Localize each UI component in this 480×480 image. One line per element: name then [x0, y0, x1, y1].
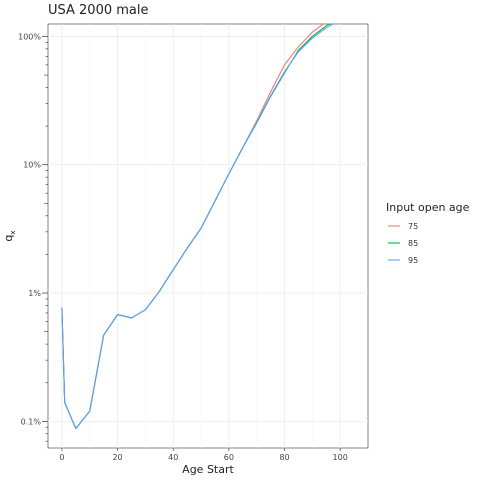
- x-tick-label: 20: [112, 453, 122, 462]
- y-tick-label: 1%: [28, 289, 41, 298]
- legend-title: Input open age: [386, 201, 470, 214]
- x-axis: 0 20 40 60 80 100: [59, 448, 348, 462]
- x-tick-label: 40: [168, 453, 178, 462]
- x-tick-label: 80: [279, 453, 289, 462]
- legend-entries: 75 85 95: [388, 222, 418, 265]
- legend-label-75: 75: [408, 222, 418, 231]
- x-tick-label: 100: [333, 453, 348, 462]
- y-tick-label: 0.1%: [21, 417, 42, 426]
- panel-border: [47, 23, 369, 449]
- legend-label-95: 95: [408, 256, 418, 265]
- legend-label-85: 85: [408, 239, 418, 248]
- y-tick-label: 100%: [18, 32, 41, 41]
- y-axis: 0.1% 1% 10% 100%: [18, 32, 48, 442]
- legend: Input open age 75 85 95: [386, 201, 470, 265]
- y-tick-label: 10%: [23, 161, 41, 170]
- y-axis-title-main: q: [2, 235, 15, 242]
- grid: [48, 24, 368, 448]
- x-axis-title: Age Start: [182, 463, 234, 476]
- series-layer: [61, 24, 335, 430]
- series-line-95: [61, 24, 335, 430]
- y-axis-title-subscript: x: [9, 230, 17, 234]
- x-tick-label: 0: [59, 453, 64, 462]
- y-axis-title: qx: [2, 230, 17, 241]
- chart-title: USA 2000 male: [48, 3, 149, 18]
- plot-panel: [47, 23, 369, 449]
- x-tick-label: 60: [224, 453, 234, 462]
